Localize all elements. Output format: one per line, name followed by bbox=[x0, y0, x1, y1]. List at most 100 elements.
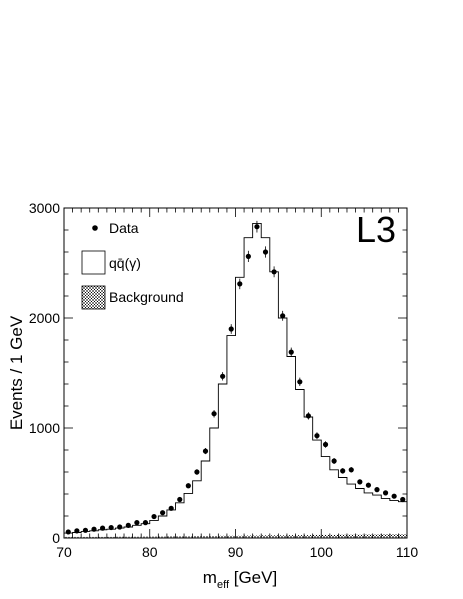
background-bin bbox=[329, 534, 339, 538]
data-point bbox=[177, 496, 183, 503]
background-bin bbox=[338, 534, 347, 538]
background-bin bbox=[64, 536, 73, 538]
data-point bbox=[314, 433, 320, 439]
mc-histogram bbox=[64, 222, 407, 534]
x-axis-title: meff [GeV] bbox=[203, 568, 277, 591]
experiment-label: L3 bbox=[356, 209, 396, 250]
background-bin bbox=[295, 535, 305, 538]
legend-entry-signal: qq̄(γ) bbox=[81, 250, 141, 275]
background-bin bbox=[304, 535, 313, 538]
data-point bbox=[82, 527, 89, 533]
data-point bbox=[288, 349, 294, 355]
x-tick-label: 90 bbox=[228, 544, 244, 560]
background-bin bbox=[321, 534, 330, 538]
data-point bbox=[271, 269, 277, 275]
data-point bbox=[202, 448, 209, 454]
background-bin bbox=[355, 534, 365, 538]
data-point bbox=[108, 524, 114, 531]
data-points bbox=[65, 220, 406, 535]
data-point bbox=[160, 510, 166, 516]
data-point bbox=[237, 281, 243, 287]
x-tick-label: 110 bbox=[396, 544, 419, 560]
data-point bbox=[91, 526, 97, 532]
data-point bbox=[322, 441, 329, 448]
data-point bbox=[134, 520, 140, 526]
legend-marker-dot bbox=[92, 225, 98, 231]
data-point bbox=[74, 528, 80, 534]
background-bin bbox=[278, 535, 287, 538]
data-point bbox=[357, 479, 363, 485]
background-bin bbox=[389, 534, 399, 538]
background-bin bbox=[381, 534, 390, 538]
mc-step-line bbox=[64, 222, 407, 534]
background-histogram bbox=[64, 534, 407, 538]
background-bin bbox=[184, 536, 193, 538]
background-bin bbox=[346, 534, 356, 538]
background-bin bbox=[235, 535, 245, 538]
background-bin bbox=[72, 536, 82, 538]
background-bin bbox=[372, 534, 382, 538]
legend-label-signal: qq̄(γ) bbox=[109, 255, 141, 271]
background-bin bbox=[81, 536, 90, 538]
background-bin bbox=[209, 536, 219, 538]
y-tick-label: 3000 bbox=[29, 200, 60, 216]
data-point bbox=[374, 487, 380, 493]
data-point bbox=[220, 373, 226, 379]
background-bin bbox=[218, 535, 227, 538]
data-point bbox=[151, 513, 157, 520]
data-point bbox=[185, 483, 191, 489]
legend: Data qq̄(γ) Background bbox=[81, 220, 184, 310]
background-bin bbox=[124, 536, 133, 538]
data-point bbox=[331, 458, 337, 464]
background-bin bbox=[166, 536, 176, 538]
background-bin bbox=[106, 536, 116, 538]
data-point bbox=[65, 529, 71, 535]
background-bin bbox=[244, 535, 253, 538]
background-bin bbox=[364, 534, 373, 538]
background-bin bbox=[158, 536, 167, 538]
background-bin bbox=[286, 535, 296, 538]
data-point bbox=[400, 496, 406, 503]
x-tick-label: 80 bbox=[142, 544, 158, 560]
background-bin bbox=[175, 536, 185, 538]
data-point bbox=[142, 520, 149, 526]
data-point bbox=[280, 313, 286, 319]
data-point bbox=[340, 468, 346, 474]
background-bin bbox=[201, 536, 210, 538]
legend-entry-data: Data bbox=[92, 220, 139, 236]
axes: 70 80 90 100 110 0 1000 2000 3000 bbox=[29, 200, 419, 560]
background-bin bbox=[89, 536, 99, 538]
legend-label-data: Data bbox=[109, 220, 139, 236]
legend-marker-open-box bbox=[81, 250, 106, 275]
data-point bbox=[365, 482, 372, 488]
background-bin bbox=[252, 535, 262, 538]
data-point bbox=[245, 253, 251, 259]
data-point bbox=[262, 249, 269, 255]
data-point bbox=[297, 379, 303, 385]
data-point bbox=[99, 525, 106, 531]
data-point bbox=[211, 411, 217, 417]
x-tick-label: 70 bbox=[56, 544, 72, 560]
background-bin bbox=[226, 535, 236, 538]
data-point bbox=[348, 467, 354, 473]
legend-marker-hatched-box bbox=[81, 285, 106, 310]
background-bin bbox=[192, 536, 202, 538]
data-point bbox=[305, 413, 311, 419]
background-bin bbox=[115, 536, 125, 538]
background-bin bbox=[312, 534, 322, 538]
data-point bbox=[194, 469, 200, 475]
data-point bbox=[382, 490, 389, 496]
background-bin bbox=[132, 536, 142, 538]
legend-label-background: Background bbox=[109, 289, 184, 305]
background-bin bbox=[261, 535, 270, 538]
y-tick-label: 0 bbox=[52, 530, 60, 546]
data-point bbox=[228, 326, 234, 332]
background-bin bbox=[269, 535, 279, 538]
background-bin bbox=[149, 536, 159, 538]
legend-entry-background: Background bbox=[81, 285, 184, 310]
background-bin bbox=[398, 534, 407, 538]
data-point bbox=[117, 524, 123, 530]
y-axis-title: Events / 1 GeV bbox=[7, 315, 26, 430]
y-tick-label: 1000 bbox=[29, 420, 60, 436]
data-point bbox=[391, 493, 397, 499]
